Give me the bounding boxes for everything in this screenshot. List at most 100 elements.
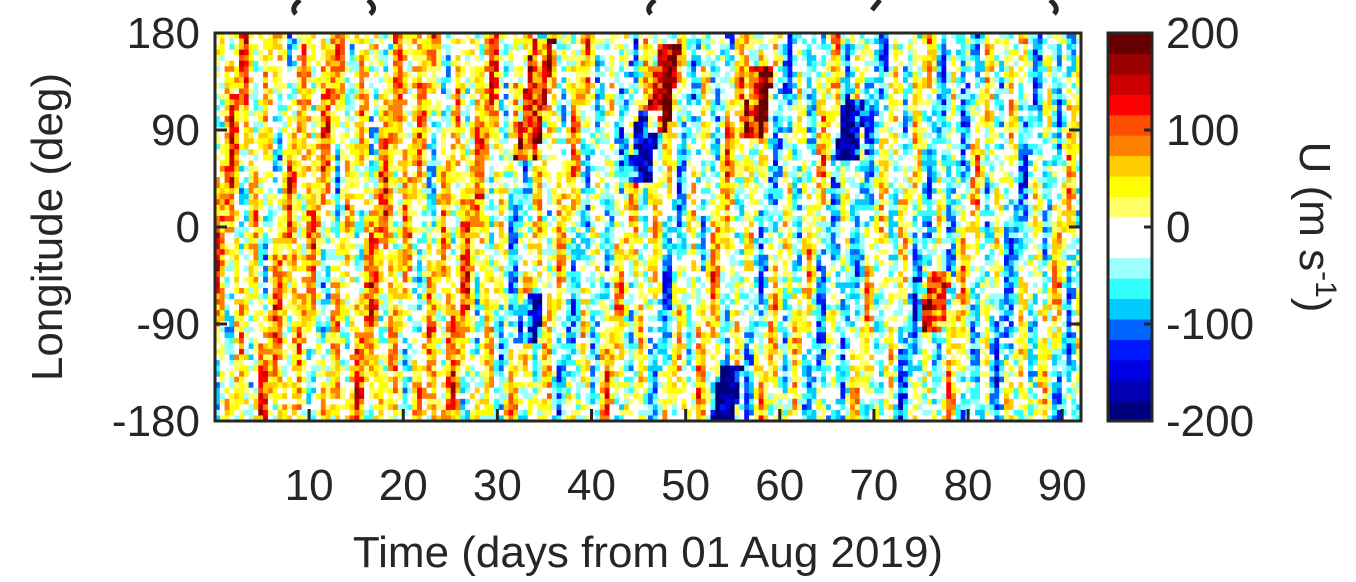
- heatmap-cell: [368, 143, 375, 150]
- heatmap-cell: [393, 99, 399, 106]
- heatmap-cell: [417, 193, 423, 200]
- heatmap-cell: [287, 166, 293, 173]
- heatmap-cell: [546, 260, 553, 267]
- heatmap-cell: [546, 166, 553, 173]
- heatmap-cell: [402, 105, 409, 112]
- heatmap-cell: [421, 371, 428, 378]
- heatmap-cell: [522, 55, 529, 62]
- heatmap-cell: [508, 143, 514, 150]
- heatmap-cell: [219, 299, 226, 306]
- heatmap-cell: [311, 293, 317, 300]
- heatmap-cell: [402, 299, 409, 306]
- heatmap-cell: [239, 276, 245, 284]
- heatmap-cell: [239, 409, 245, 417]
- heatmap-cell: [368, 199, 375, 206]
- heatmap-cell: [532, 337, 538, 344]
- heatmap-cell: [330, 293, 336, 300]
- heatmap-cell: [383, 287, 389, 295]
- heatmap-cell: [537, 210, 543, 217]
- heatmap-cell: [522, 387, 529, 394]
- heatmap-cell: [465, 227, 471, 234]
- heatmap-cell: [421, 299, 428, 306]
- heatmap-cell: [431, 132, 437, 139]
- heatmap-cell: [325, 60, 332, 67]
- heatmap-cell: [494, 143, 500, 150]
- heatmap-cell: [489, 409, 495, 417]
- heatmap-cell: [484, 82, 490, 90]
- heatmap-cell: [407, 315, 413, 322]
- heatmap-cell: [412, 371, 418, 378]
- heatmap-cell: [460, 404, 466, 411]
- heatmap-cell: [431, 415, 437, 421]
- heatmap-cell: [316, 415, 322, 421]
- heatmap-cell: [460, 243, 466, 250]
- heatmap-cell: [426, 177, 433, 184]
- heatmap-cell: [219, 138, 226, 145]
- heatmap-cell: [542, 71, 548, 78]
- heatmap-cell: [272, 315, 279, 322]
- heatmap-cell: [479, 71, 486, 78]
- heatmap-cell: [272, 60, 279, 67]
- heatmap-cell: [349, 138, 356, 145]
- heatmap-cell: [445, 265, 452, 272]
- heatmap-cell: [344, 143, 351, 150]
- heatmap-cell: [335, 88, 341, 95]
- heatmap-cell: [431, 160, 437, 167]
- heatmap-cell: [354, 49, 360, 56]
- heatmap-cell: [546, 398, 553, 405]
- heatmap-cell: [243, 182, 250, 189]
- heatmap-cell: [306, 149, 312, 156]
- heatmap-cell: [301, 55, 308, 62]
- heatmap-cell: [441, 66, 447, 73]
- heatmap-cell: [320, 393, 327, 400]
- heatmap-cell: [272, 154, 279, 162]
- heatmap-cell: [267, 315, 274, 322]
- heatmap-cell: [494, 177, 500, 184]
- heatmap-cell: [518, 49, 524, 56]
- heatmap-cell: [248, 215, 255, 223]
- heatmap-cell: [344, 71, 351, 78]
- heatmap-cell: [320, 160, 327, 167]
- heatmap-cell: [479, 215, 486, 223]
- heatmap-cell: [301, 238, 308, 245]
- heatmap-cell: [267, 382, 274, 389]
- heatmap-cell: [335, 332, 341, 339]
- heatmap-cell: [388, 38, 394, 45]
- heatmap-cell: [498, 99, 505, 106]
- heatmap-cell: [469, 88, 476, 95]
- heatmap-cell: [215, 177, 221, 184]
- heatmap-cell: [537, 238, 543, 245]
- heatmap-cell: [277, 105, 283, 112]
- heatmap-cell: [243, 343, 250, 350]
- heatmap-cell: [436, 249, 442, 256]
- heatmap-cell: [272, 121, 279, 128]
- heatmap-cell: [383, 260, 389, 267]
- heatmap-cell: [412, 271, 418, 278]
- heatmap-cell: [368, 287, 375, 295]
- heatmap-cell: [479, 221, 486, 228]
- heatmap-cell: [417, 254, 423, 261]
- heatmap-cell: [417, 160, 423, 167]
- heatmap-cell: [378, 398, 384, 405]
- heatmap-cell: [484, 204, 490, 211]
- heatmap-cell: [513, 44, 519, 51]
- heatmap-cell: [455, 166, 461, 173]
- heatmap-cell: [354, 182, 360, 189]
- heatmap-cell: [426, 409, 433, 417]
- heatmap-cell: [349, 44, 356, 51]
- heatmap-cell: [364, 376, 370, 383]
- heatmap-cell: [239, 60, 245, 67]
- heatmap-cell: [397, 66, 404, 73]
- heatmap-cell: [215, 88, 221, 95]
- heatmap-cell: [277, 88, 283, 95]
- heatmap-cell: [546, 210, 553, 217]
- heatmap-cell: [503, 154, 510, 162]
- heatmap-cell: [340, 238, 346, 245]
- heatmap-cell: [498, 182, 505, 189]
- heatmap-cell: [354, 99, 360, 106]
- heatmap-cell: [508, 77, 514, 84]
- heatmap-cell: [518, 132, 524, 139]
- heatmap-cell: [320, 143, 327, 150]
- heatmap-cell: [421, 143, 428, 150]
- heatmap-cell: [234, 343, 240, 350]
